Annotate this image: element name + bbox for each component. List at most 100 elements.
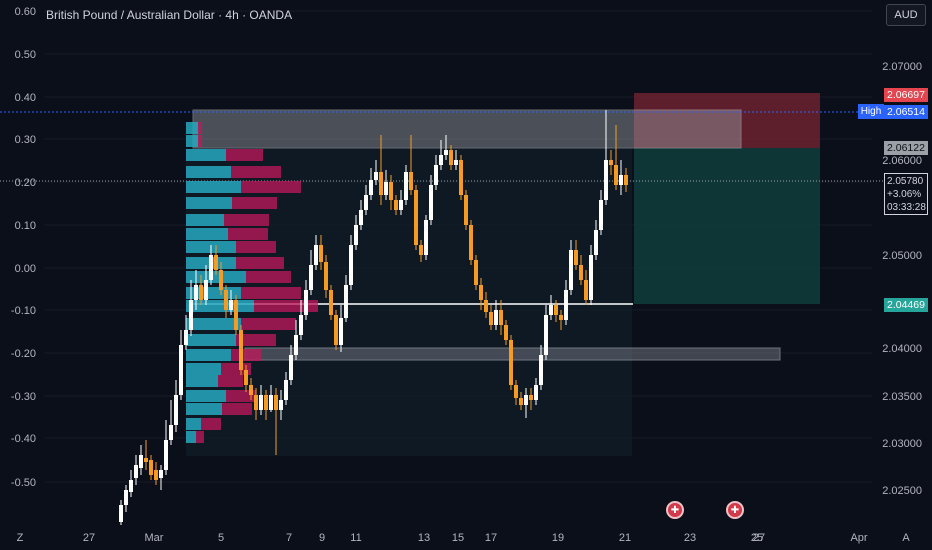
right-axis-label: 2.05000: [882, 250, 922, 262]
volume-profile-bar: [228, 228, 268, 240]
candle-body: [334, 315, 338, 345]
volume-profile-bar: [186, 418, 201, 430]
candle-body: [459, 160, 463, 195]
candle-body: [189, 300, 193, 330]
time-axis-label: 7: [286, 532, 292, 544]
candle-body: [339, 318, 343, 345]
right-axis-label: 2.04000: [882, 343, 922, 355]
left-axis-label: 0.40: [15, 92, 36, 104]
candle-body: [474, 260, 478, 285]
volume-profile-bar: [198, 135, 202, 147]
candle-body: [424, 220, 428, 255]
candle-body: [384, 182, 388, 195]
volume-profile-bar: [241, 181, 301, 193]
candle-body: [224, 290, 228, 310]
volume-profile-bar: [186, 334, 236, 346]
uk-flag-icon[interactable]: ✚: [726, 501, 744, 519]
candle-body: [319, 245, 323, 262]
candle-body: [524, 395, 528, 405]
volume-profile-bar: [218, 375, 243, 387]
currency-button[interactable]: AUD: [886, 4, 926, 26]
right-axis-label: 2.06000: [882, 155, 922, 167]
candle-body: [129, 480, 133, 492]
left-axis-label: -0.50: [11, 477, 36, 489]
candle-body: [154, 470, 158, 480]
volume-profile-bar: [186, 375, 218, 387]
candle-body: [369, 180, 373, 195]
volume-profile-bar: [186, 349, 231, 361]
candle-body: [329, 290, 333, 315]
candle-body: [564, 290, 568, 320]
high-price-label: 2.06514: [884, 105, 928, 119]
volume-profile-bar: [186, 181, 241, 193]
volume-profile-bar: [241, 318, 296, 330]
left-axis-label: 0.10: [15, 220, 36, 232]
current-change: +3.06%: [887, 189, 922, 200]
candle-body: [614, 165, 618, 185]
right-axis-label: 2.03500: [882, 391, 922, 403]
time-axis-label: 13: [418, 532, 430, 544]
candle-body: [419, 245, 423, 255]
volume-profile-bar: [246, 271, 291, 283]
candle-body: [259, 395, 263, 410]
left-axis-label: -0.10: [11, 305, 36, 317]
supply-zone: [192, 109, 742, 149]
candle-body: [284, 380, 288, 400]
time-axis-label: 9: [319, 532, 325, 544]
bar-countdown: 03:33:28: [887, 202, 926, 213]
time-axis-label: Mar: [145, 532, 164, 544]
candle-body: [519, 398, 523, 405]
candle-body: [504, 325, 508, 340]
volume-profile-bar: [236, 334, 276, 346]
volume-profile-bar: [186, 403, 222, 415]
volume-profile-bar: [186, 166, 231, 178]
candle-body: [244, 370, 248, 385]
target-zone: [634, 148, 820, 304]
candle-body: [214, 255, 218, 270]
candle-body: [359, 210, 363, 225]
candle-body: [364, 195, 368, 210]
volume-profile-bar: [186, 318, 241, 330]
candle-body: [184, 330, 188, 345]
current-price-box: 2.05780 +3.06% 03:33:28: [884, 173, 928, 215]
volume-profile-bar: [226, 149, 263, 161]
candle-body: [604, 160, 608, 200]
candle-body: [444, 150, 448, 155]
candle-body: [199, 285, 203, 300]
candle-body: [124, 490, 128, 505]
volume-profile-bar: [224, 214, 269, 226]
candle-body: [589, 255, 593, 300]
candle-body: [389, 182, 393, 200]
candle-body: [569, 250, 573, 290]
candle-body: [299, 315, 303, 335]
candle-body: [404, 172, 408, 200]
candle-body: [534, 385, 538, 400]
volume-profile-bar: [198, 122, 202, 134]
candle-body: [149, 460, 153, 475]
candle-body: [379, 172, 383, 195]
candle-body: [499, 310, 503, 325]
left-axis-label: 0.30: [15, 134, 36, 146]
candle-body: [509, 340, 513, 385]
candle-body: [559, 315, 563, 320]
candle-body: [344, 285, 348, 318]
left-axis-label: 0.60: [15, 6, 36, 18]
volume-profile-bar: [232, 197, 277, 209]
high-tag: High: [858, 104, 884, 119]
time-axis-label: Apr: [850, 532, 867, 544]
candle-body: [309, 265, 313, 290]
volume-profile-bar: [186, 431, 196, 443]
left-axis-label: 0.50: [15, 49, 36, 61]
symbol-title[interactable]: British Pound / Australian Dollar · 4h ·…: [46, 8, 293, 22]
uk-flag-icon[interactable]: ✚: [666, 501, 684, 519]
candle-body: [624, 175, 628, 185]
candle-body: [229, 300, 233, 310]
candle-body: [469, 225, 473, 260]
volume-profile-bar: [231, 349, 261, 361]
candle-body: [269, 395, 273, 410]
candle-body: [434, 165, 438, 185]
time-axis-label: 19: [552, 532, 564, 544]
candle-body: [489, 312, 493, 325]
